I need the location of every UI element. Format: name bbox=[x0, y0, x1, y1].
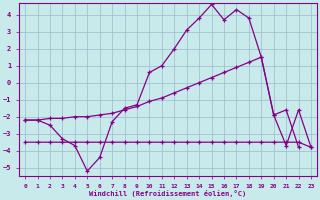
X-axis label: Windchill (Refroidissement éolien,°C): Windchill (Refroidissement éolien,°C) bbox=[90, 190, 247, 197]
